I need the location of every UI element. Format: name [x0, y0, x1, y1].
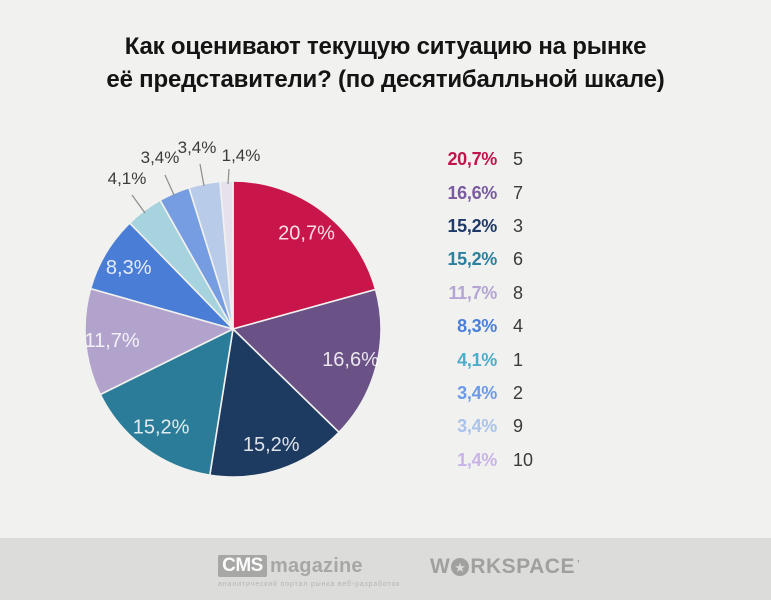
- legend-score: 10: [513, 449, 534, 470]
- callout-line: [199, 163, 205, 187]
- pie-slice-label: 3,4%: [178, 138, 217, 157]
- legend-score: 5: [513, 149, 524, 170]
- pie-slice-10: [219, 180, 234, 330]
- pie-slice-3: [208, 327, 341, 478]
- legend-score: 6: [513, 249, 524, 270]
- legend-value: 1,4%: [457, 449, 497, 470]
- pie-slice-label: 4,1%: [108, 169, 147, 188]
- footer: CMS magazine аналитический портал рынка …: [0, 538, 771, 600]
- legend-item: 3,4% 2: [437, 377, 533, 410]
- legend-score: 8: [513, 282, 524, 303]
- legend-value: 8,3%: [457, 316, 497, 337]
- legend-value: 11,7%: [448, 282, 497, 303]
- legend-item: 15,2% 6: [437, 243, 533, 276]
- legend-item: 4,1% 1: [437, 343, 533, 376]
- legend-item: 11,7% 8: [437, 277, 533, 310]
- legend-score: 4: [513, 316, 524, 337]
- workspace-logo[interactable]: W ★ RKSPACE ’: [430, 555, 581, 578]
- legend-score: 9: [513, 416, 524, 437]
- pie-slice-label: 20,7%: [278, 222, 335, 244]
- pie-slice-label: 1,4%: [222, 146, 261, 165]
- workspace-prefix: W: [430, 555, 451, 578]
- legend-score: 1: [513, 349, 524, 370]
- chart-title: Как оценивают текущую ситуацию на рынке …: [0, 30, 771, 96]
- pie-slice-label: 3,4%: [141, 148, 180, 167]
- callout-line: [227, 168, 230, 185]
- legend-score: 7: [513, 182, 524, 203]
- cms-magazine-logo[interactable]: CMS magazine аналитический портал рынка …: [218, 555, 400, 588]
- pie-slice-6: [99, 327, 235, 477]
- legend-value: 16,6%: [447, 182, 497, 203]
- legend-value: 15,2%: [447, 249, 497, 270]
- cms-badge: CMS: [218, 555, 267, 577]
- legend-value: 3,4%: [457, 382, 497, 403]
- chart-title-line1: Как оценивают текущую ситуацию на рынке: [124, 33, 647, 60]
- pie-slice-7: [231, 288, 382, 434]
- legend-item: 3,4% 9: [437, 410, 533, 443]
- legend-item: 20,7% 5: [437, 143, 533, 176]
- pie-slice-label: 8,3%: [106, 257, 152, 279]
- pie-slice-label: 11,7%: [84, 330, 139, 352]
- cms-tagline: аналитический портал рынка веб-разработо…: [218, 581, 401, 588]
- pie-slice-8: [84, 287, 236, 396]
- cms-magazine-wordmark: CMS magazine: [218, 555, 400, 577]
- legend-item: 1,4% 10: [437, 444, 533, 477]
- workspace-trademark: ’: [576, 559, 581, 570]
- legend-value: 3,4%: [457, 416, 497, 437]
- cms-magazine-word: magazine: [270, 554, 363, 577]
- pie-slice-label: 16,6%: [322, 349, 379, 371]
- pie-slice-label: 15,2%: [133, 417, 190, 439]
- star-in-circle-icon: ★: [451, 558, 470, 576]
- legend-value: 4,1%: [457, 349, 497, 370]
- callout-line: [164, 174, 175, 196]
- legend-item: 8,3% 4: [437, 310, 533, 343]
- chart-title-line2: её представители? (по десятибалльной шка…: [106, 66, 665, 93]
- legend-item: 16,6% 7: [437, 176, 533, 209]
- chart-legend: 20,7% 5 16,6% 7 15,2% 3 15,2% 6 11,7% 8 8,3% 4 4,1% 1…: [437, 143, 533, 477]
- legend-value: 15,2%: [447, 215, 497, 236]
- pie-slice-label: 15,2%: [243, 434, 300, 456]
- workspace-suffix: RKSPACE: [470, 555, 575, 578]
- legend-score: 3: [513, 215, 524, 236]
- legend-score: 2: [513, 382, 524, 403]
- pie-slice-5: [232, 180, 377, 331]
- legend-item: 15,2% 3: [437, 210, 533, 243]
- legend-value: 20,7%: [447, 149, 497, 170]
- callout-line: [131, 194, 146, 214]
